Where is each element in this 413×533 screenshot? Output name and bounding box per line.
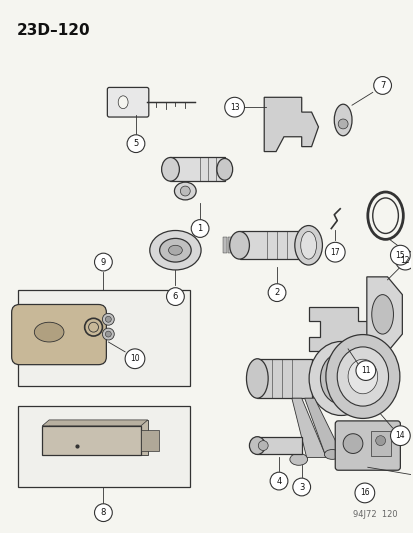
Ellipse shape [337, 347, 387, 406]
Text: 1: 1 [197, 224, 202, 233]
Text: 17: 17 [330, 248, 339, 257]
Circle shape [375, 435, 385, 446]
Circle shape [355, 361, 375, 381]
Ellipse shape [159, 238, 191, 262]
Text: 3: 3 [298, 482, 304, 491]
Circle shape [224, 98, 244, 117]
Bar [257, 359, 311, 398]
Circle shape [337, 119, 347, 129]
Circle shape [354, 483, 374, 503]
Circle shape [270, 472, 287, 490]
Text: 7: 7 [379, 81, 385, 90]
Circle shape [373, 77, 391, 94]
Circle shape [292, 478, 310, 496]
Text: 2: 2 [274, 288, 279, 297]
Text: 14: 14 [394, 431, 404, 440]
Text: 9: 9 [100, 257, 106, 266]
Text: 4: 4 [276, 477, 281, 486]
Ellipse shape [324, 449, 339, 459]
Circle shape [258, 441, 268, 450]
Bar [222, 237, 226, 253]
Polygon shape [304, 398, 340, 453]
Circle shape [325, 243, 344, 262]
Circle shape [389, 245, 409, 265]
Ellipse shape [300, 231, 316, 259]
Ellipse shape [168, 245, 182, 255]
Text: 94J72  120: 94J72 120 [352, 510, 396, 519]
Bar [42, 426, 140, 455]
Circle shape [268, 284, 285, 302]
Circle shape [394, 250, 413, 270]
Ellipse shape [320, 353, 361, 404]
Circle shape [94, 504, 112, 521]
Ellipse shape [174, 182, 196, 200]
Ellipse shape [150, 230, 201, 270]
Bar [257, 437, 301, 455]
Polygon shape [308, 308, 372, 351]
Ellipse shape [333, 104, 351, 136]
Circle shape [342, 434, 362, 454]
Circle shape [125, 349, 145, 369]
Ellipse shape [118, 96, 128, 109]
Polygon shape [42, 420, 147, 426]
Ellipse shape [161, 157, 179, 181]
FancyBboxPatch shape [107, 87, 148, 117]
Ellipse shape [294, 225, 322, 265]
Text: 13: 13 [229, 103, 239, 112]
Bar [17, 406, 190, 487]
Circle shape [180, 186, 190, 196]
Ellipse shape [246, 359, 268, 398]
Text: 16: 16 [359, 488, 369, 497]
Text: 10: 10 [130, 354, 140, 364]
Bar [370, 431, 389, 456]
Bar [49, 420, 147, 455]
Ellipse shape [309, 342, 373, 416]
Text: 12: 12 [400, 256, 409, 264]
Ellipse shape [289, 454, 307, 465]
Bar [232, 237, 236, 253]
Bar [239, 231, 308, 259]
Ellipse shape [249, 437, 265, 455]
Circle shape [102, 328, 114, 340]
Text: 15: 15 [394, 251, 404, 260]
Bar [17, 289, 190, 386]
Text: 8: 8 [100, 508, 106, 517]
Ellipse shape [325, 335, 399, 418]
Circle shape [102, 313, 114, 325]
Polygon shape [291, 398, 325, 457]
Circle shape [389, 426, 409, 446]
Ellipse shape [34, 322, 64, 342]
Ellipse shape [347, 359, 377, 394]
Circle shape [105, 316, 111, 322]
Bar [227, 237, 231, 253]
Circle shape [127, 135, 145, 152]
Circle shape [191, 220, 209, 237]
Polygon shape [263, 98, 318, 151]
Bar [170, 157, 224, 181]
Ellipse shape [330, 365, 351, 392]
Polygon shape [366, 277, 401, 352]
Text: 6: 6 [172, 292, 178, 301]
FancyBboxPatch shape [12, 304, 106, 365]
Bar [140, 430, 158, 451]
Circle shape [105, 331, 111, 337]
Ellipse shape [229, 231, 249, 259]
Circle shape [94, 253, 112, 271]
Ellipse shape [371, 295, 392, 334]
Text: 5: 5 [133, 139, 138, 148]
Text: 23D–120: 23D–120 [17, 23, 90, 38]
Ellipse shape [216, 158, 232, 180]
FancyBboxPatch shape [335, 421, 399, 470]
Circle shape [166, 288, 184, 305]
Bar [237, 237, 241, 253]
Text: 11: 11 [360, 366, 370, 375]
